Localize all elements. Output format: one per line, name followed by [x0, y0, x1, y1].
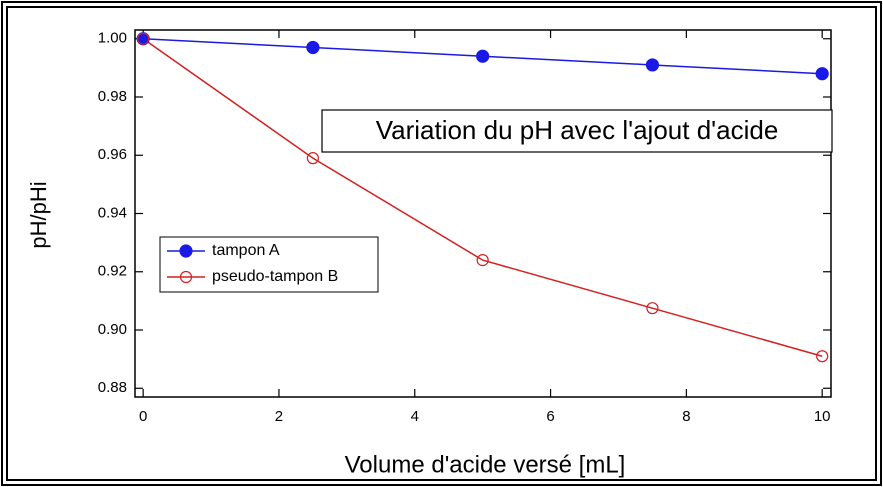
x-tick-label: 6 — [546, 408, 554, 425]
annotation: Variation du pH avec l'ajout d'acide — [376, 115, 779, 145]
data-point — [476, 254, 489, 267]
x-tick-label: 8 — [682, 408, 690, 425]
inner-frame — [6, 6, 877, 481]
y-tick-label: 0.98 — [98, 88, 127, 105]
y-tick-label: 0.88 — [98, 379, 127, 396]
data-point — [476, 49, 490, 63]
x-axis-label: Volume d'acide versé [mL] — [345, 451, 626, 478]
data-point — [815, 67, 829, 81]
legend-marker — [179, 244, 193, 258]
legend-box — [159, 236, 379, 293]
data-point — [306, 152, 320, 165]
legend-label: tampon A — [212, 242, 280, 259]
data-point — [645, 58, 660, 72]
x-tick-label: 10 — [814, 408, 831, 425]
y-tick-label: 0.96 — [98, 146, 127, 163]
plot-frame — [134, 29, 832, 398]
x-tick-label: 0 — [139, 408, 147, 425]
y-tick-label: 1.00 — [98, 30, 127, 47]
x-tick-label: 2 — [275, 408, 283, 425]
y-tick-label: 0.94 — [98, 204, 127, 221]
annotation-box — [321, 109, 833, 153]
data-point — [646, 302, 659, 315]
data-point — [137, 32, 150, 45]
y-axis-label: pH/pHi — [26, 181, 51, 248]
data-point — [306, 40, 320, 55]
legend-marker — [179, 270, 193, 284]
series-line — [142, 38, 823, 357]
legend-label: pseudo-tampon B — [212, 268, 338, 285]
x-tick-label: 4 — [411, 408, 419, 425]
y-tick-label: 0.92 — [98, 263, 127, 280]
y-tick-label: 0.90 — [98, 321, 127, 338]
data-point — [816, 350, 829, 363]
